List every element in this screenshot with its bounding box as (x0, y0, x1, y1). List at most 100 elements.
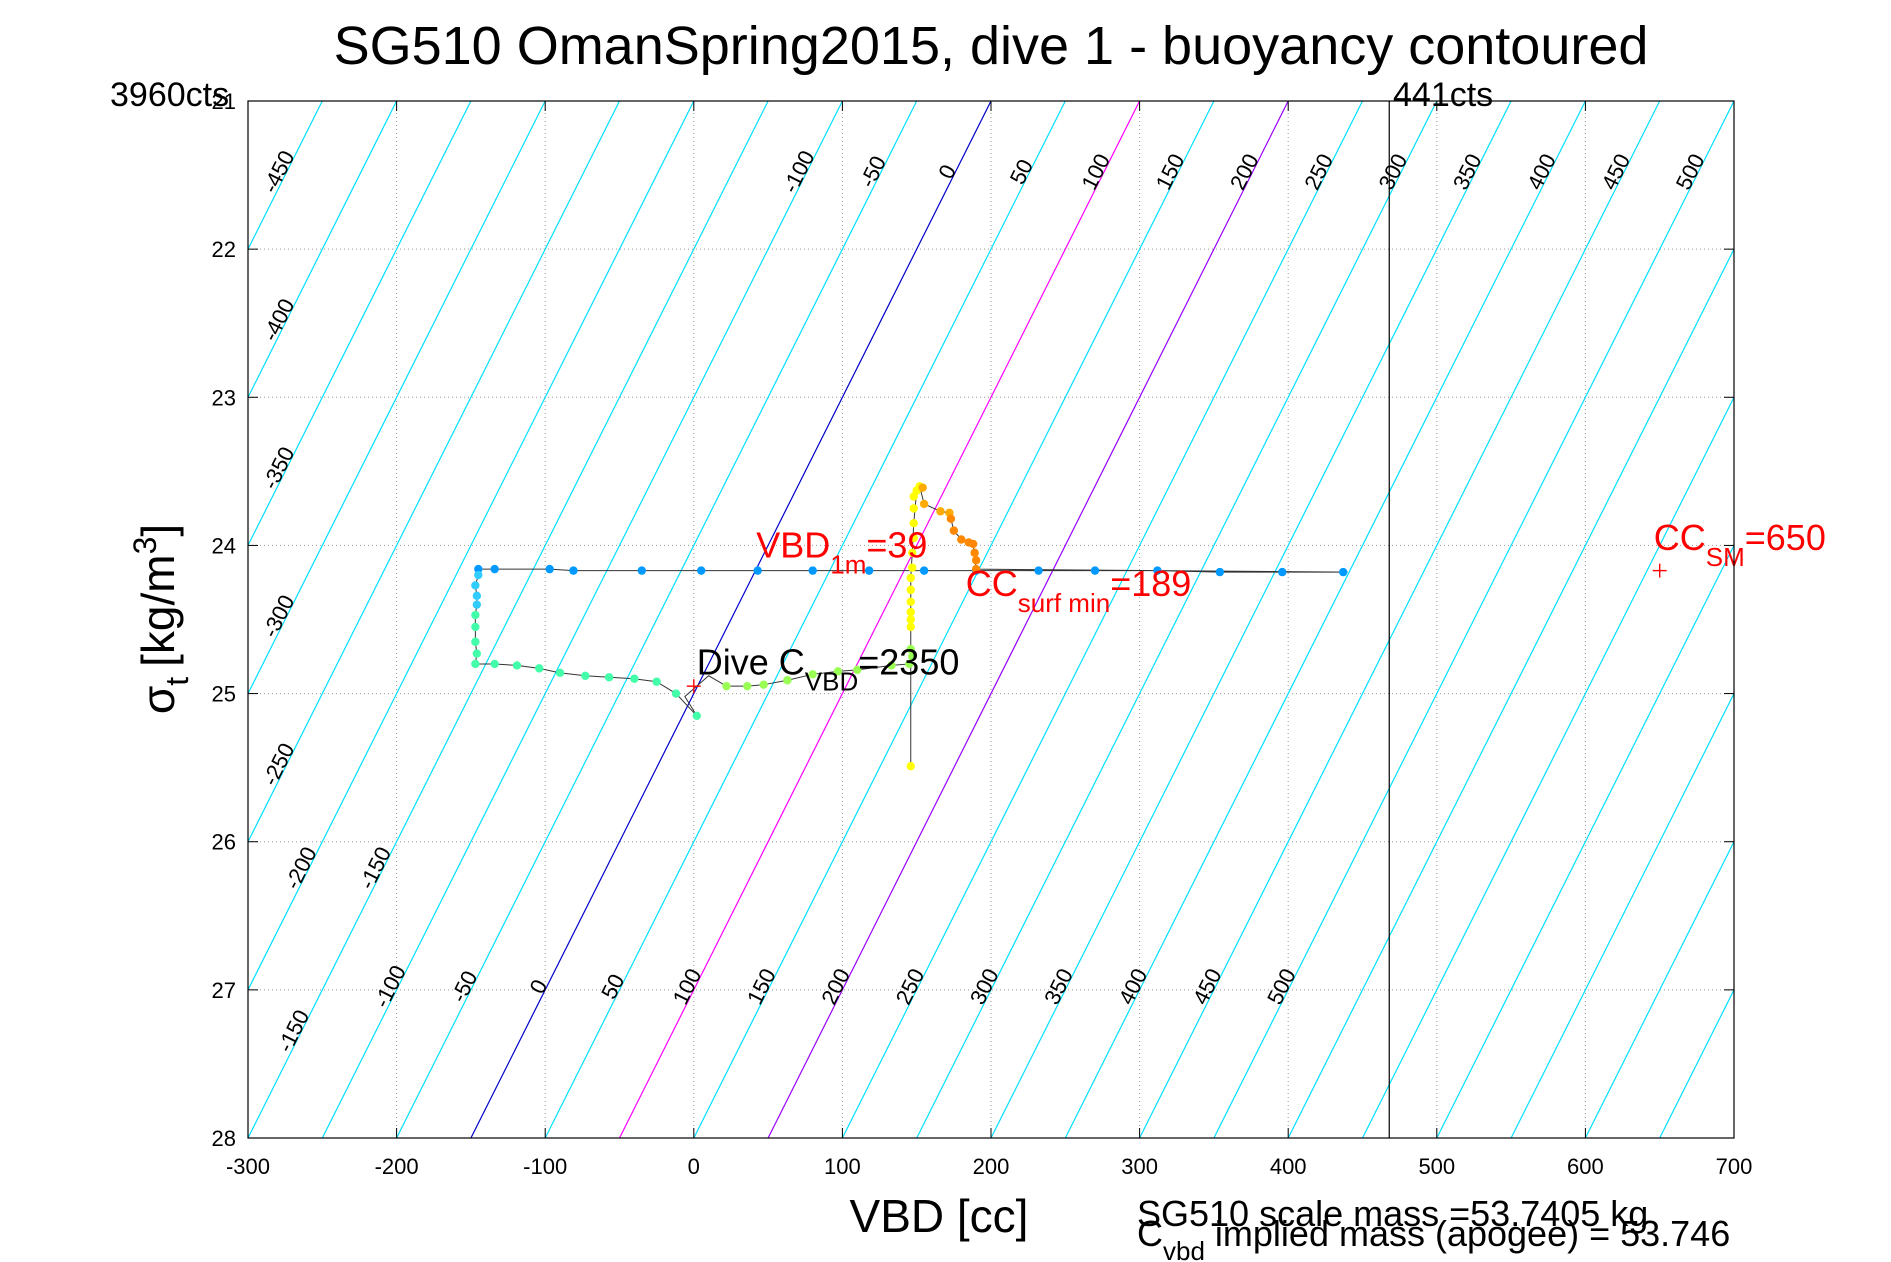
data-point (471, 610, 480, 620)
data-point (722, 681, 731, 691)
data-point (569, 566, 578, 575)
plus-marker (686, 679, 701, 694)
data-point (946, 514, 956, 523)
data-point (919, 566, 929, 575)
data-point (555, 668, 565, 678)
footer-implied-sub: vbd (1163, 1236, 1205, 1262)
contour-line (1584, 840, 1734, 1138)
data-point (919, 499, 929, 509)
data-point (535, 664, 544, 673)
data-point (906, 597, 915, 606)
data-point (906, 607, 915, 617)
data-point (471, 637, 480, 646)
data-point (808, 670, 817, 679)
data-point (604, 673, 614, 682)
contour-line (248, 101, 546, 695)
data-point (909, 519, 918, 528)
data-point (864, 566, 874, 575)
contour-line (990, 101, 1512, 1138)
contour-line (470, 101, 992, 1138)
contour-line (618, 101, 1141, 1138)
contour-line (1213, 101, 1734, 1138)
contour-line (1361, 395, 1734, 1138)
annotation-rest: =189 (1110, 563, 1191, 604)
annotation-rest: =39 (866, 524, 927, 565)
data-point (697, 566, 706, 575)
y-tick-label: 23 (212, 385, 236, 410)
contour-line (321, 101, 843, 1138)
data-point (581, 671, 590, 680)
corner-label-left: 3960cts (110, 76, 229, 114)
x-tick-label: -200 (375, 1154, 419, 1179)
y-tick-label: 24 (212, 533, 236, 558)
data-point (906, 644, 915, 654)
data-point (1215, 567, 1225, 577)
data-point (490, 564, 499, 574)
corner-label-right: 441cts (1393, 76, 1493, 114)
markers (686, 563, 1667, 694)
annotation-label: CCSM=650 (1654, 517, 1826, 572)
data-point (968, 539, 978, 549)
contour-line (1139, 101, 1661, 1138)
data-point (472, 600, 482, 609)
data-point (472, 591, 482, 600)
data-point (936, 507, 945, 516)
annotation-main: CC (1654, 517, 1706, 558)
data-point (906, 761, 915, 771)
y-axis-label-sub: t (159, 677, 195, 686)
y-axis-label: σt [kg/m3] (127, 524, 195, 714)
x-tick-label: 500 (1418, 1154, 1455, 1179)
annotation-sub: surf min (1018, 588, 1110, 618)
contour-line (1510, 692, 1734, 1138)
contour-line (841, 101, 1364, 1138)
x-tick-label: 0 (688, 1154, 700, 1179)
y-tick-label: 26 (212, 830, 236, 855)
x-tick-label: 200 (973, 1154, 1010, 1179)
y-tick-label: 22 (212, 237, 236, 262)
data-point (971, 556, 981, 565)
x-tick-label: 300 (1121, 1154, 1158, 1179)
contour-line (916, 101, 1438, 1138)
contour-line (767, 101, 1289, 1138)
data-point (743, 681, 752, 691)
data-point (759, 680, 768, 689)
x-tick-label: 600 (1567, 1154, 1604, 1179)
data-point (918, 483, 927, 492)
annotation-label: VBD1m=39 (756, 524, 927, 579)
data-point (1338, 567, 1348, 577)
data-point (908, 563, 917, 572)
data-point (692, 711, 701, 720)
plus-marker (1652, 563, 1667, 578)
contour-line (1436, 544, 1734, 1138)
data-point (853, 665, 862, 675)
data-point (971, 564, 981, 574)
data-point (905, 659, 914, 669)
contour-line (693, 101, 1215, 1138)
annotation-sub: SM (1706, 542, 1745, 572)
contour-line (1287, 247, 1734, 1138)
contour-line (396, 101, 918, 1138)
data-point (906, 622, 915, 632)
data-point (909, 492, 918, 501)
contour-line (248, 101, 472, 547)
data-point (471, 659, 480, 669)
contour-line (248, 101, 695, 992)
data-point (906, 585, 915, 595)
x-tick-label: 700 (1716, 1154, 1753, 1179)
contour-line (248, 101, 621, 844)
annotation-rest: =2350 (858, 641, 959, 682)
data-point (1034, 566, 1043, 575)
data-point (949, 526, 959, 535)
x-tick-label: -300 (226, 1154, 270, 1179)
annotation-label: Dive CVBD=2350 (697, 641, 960, 696)
x-tick-label: 100 (824, 1154, 861, 1179)
y-axis-ticks: 21 22 23 24 25 26 27 28 (212, 89, 1734, 1151)
data-point (474, 570, 483, 580)
annotations: VBD1m=39 CC surf min=189 Dive CVBD=2350 CCSM… (697, 517, 1826, 696)
data-point (1278, 567, 1287, 577)
y-tick-label: 28 (212, 1126, 236, 1151)
contour-line (1064, 101, 1586, 1138)
y-tick-label: 27 (212, 978, 236, 1003)
